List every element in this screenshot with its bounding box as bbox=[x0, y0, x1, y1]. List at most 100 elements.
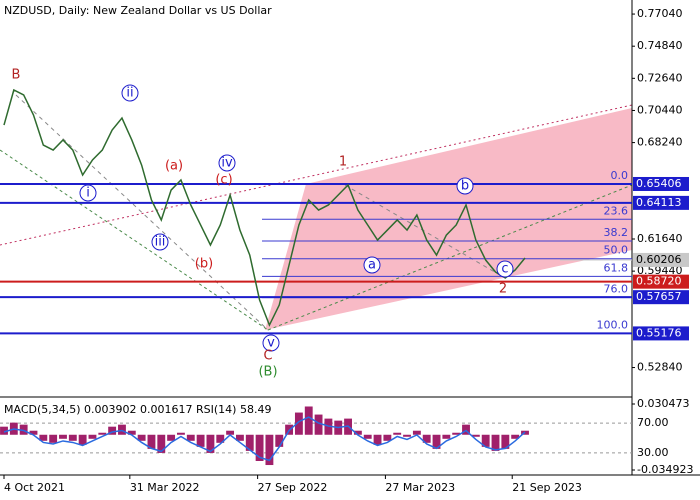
macd-tick-label: 0.030473 bbox=[637, 397, 690, 410]
y-tick-label: 0.70440 bbox=[637, 103, 683, 116]
macd-bar bbox=[216, 434, 225, 443]
wave-label: c bbox=[501, 262, 508, 277]
wave-circle bbox=[151, 233, 169, 251]
macd-bar bbox=[78, 434, 87, 445]
fib-label: 23.6 bbox=[604, 204, 629, 217]
macd-bar bbox=[167, 434, 176, 441]
wave-label: C bbox=[263, 349, 272, 364]
macd-bar bbox=[393, 432, 402, 435]
macd-bar bbox=[29, 430, 38, 435]
wave-circle bbox=[262, 334, 280, 352]
macd-bar bbox=[373, 434, 382, 445]
trend-line bbox=[344, 184, 506, 279]
wave-label: B bbox=[12, 68, 21, 83]
y-tick-label: 0.77040 bbox=[637, 7, 683, 20]
macd-bar bbox=[245, 434, 254, 451]
rsi-tick-label: 30.00 bbox=[637, 446, 669, 459]
wave-circle bbox=[456, 177, 474, 195]
macd-bar bbox=[49, 434, 58, 443]
wave-label: i bbox=[86, 186, 90, 201]
y-tick-label: 0.59440 bbox=[637, 264, 683, 277]
level-label: 0.64113 bbox=[636, 196, 682, 209]
macd-bar bbox=[314, 414, 323, 435]
macd-bar bbox=[186, 434, 195, 441]
level-box bbox=[633, 274, 689, 289]
rsi-tick-label: 70.00 bbox=[637, 416, 669, 429]
macd-bar bbox=[304, 406, 313, 435]
level-box bbox=[633, 176, 689, 191]
chart-title: NZDUSD, Daily: New Zealand Dollar vs US … bbox=[4, 4, 272, 17]
indicator-header: MACD(5,34,5) 0.003902 0.001617 RSI(14) 5… bbox=[4, 403, 271, 416]
macd-bar bbox=[442, 434, 451, 439]
fib-label: 61.8 bbox=[604, 261, 629, 274]
wave-label: ii bbox=[126, 86, 133, 101]
macd-bar bbox=[403, 434, 411, 437]
wave-label: (b) bbox=[195, 257, 213, 272]
macd-bar bbox=[39, 434, 48, 441]
wave-label: b bbox=[461, 179, 469, 194]
macd-bar bbox=[206, 434, 215, 453]
fib-label: 76.0 bbox=[604, 283, 629, 296]
macd-bar bbox=[511, 434, 520, 439]
macd-bar bbox=[501, 434, 510, 449]
macd-bar bbox=[108, 426, 117, 435]
trend-line bbox=[15, 94, 269, 331]
wave-circle bbox=[218, 154, 236, 172]
macd-bar bbox=[68, 434, 77, 441]
x-tick-label: 21 Sep 2023 bbox=[512, 481, 582, 494]
macd-bar bbox=[157, 434, 166, 453]
macd-bar bbox=[294, 412, 303, 435]
price-line bbox=[3, 88, 526, 327]
y-tick-label: 0.52840 bbox=[637, 361, 683, 374]
wave-label: (B) bbox=[258, 365, 277, 380]
macd-bar bbox=[491, 434, 500, 451]
x-tick-label: 31 Mar 2022 bbox=[130, 481, 200, 494]
macd-bar bbox=[137, 434, 146, 441]
level-label: 0.57657 bbox=[636, 290, 682, 303]
macd-bar bbox=[118, 424, 126, 435]
x-tick-label: 4 Oct 2021 bbox=[4, 481, 65, 494]
level-box bbox=[633, 326, 689, 341]
y-tick-label: 0.61640 bbox=[637, 232, 683, 245]
wave-label: 2 bbox=[499, 282, 507, 297]
rsi-line bbox=[3, 416, 526, 462]
macd-bar bbox=[422, 434, 431, 443]
macd-bar bbox=[177, 432, 185, 435]
macd-bar bbox=[235, 434, 244, 441]
macd-bar bbox=[59, 434, 67, 439]
macd-bar bbox=[196, 434, 205, 447]
wave-label: v bbox=[267, 336, 275, 351]
macd-tick-label: -0.034923 bbox=[637, 463, 693, 476]
wave-label: iv bbox=[221, 156, 233, 171]
level-box bbox=[633, 195, 689, 210]
fib-label: 0.0 bbox=[611, 169, 629, 182]
macd-bar bbox=[383, 434, 392, 441]
x-tick-label: 27 Sep 2022 bbox=[258, 481, 328, 494]
y-tick-label: 0.72640 bbox=[637, 71, 683, 84]
macd-bar bbox=[98, 432, 107, 435]
wave-label: iii bbox=[155, 235, 166, 250]
macd-bar bbox=[452, 432, 461, 435]
macd-bar bbox=[481, 434, 490, 447]
macd-bar bbox=[226, 430, 235, 435]
wave-circle bbox=[121, 84, 139, 102]
fib-label: 100.0 bbox=[597, 318, 629, 331]
macd-bar bbox=[353, 430, 362, 435]
wave-circle bbox=[79, 184, 97, 202]
macd-bar bbox=[471, 434, 480, 437]
macd-bar bbox=[127, 430, 136, 435]
level-label: 0.55176 bbox=[636, 326, 682, 339]
x-tick-label: 27 Mar 2023 bbox=[385, 481, 455, 494]
macd-bar bbox=[363, 434, 372, 439]
wave-label: 1 bbox=[339, 155, 347, 170]
macd-bar bbox=[255, 434, 264, 461]
level-box bbox=[633, 290, 689, 305]
fib-label: 38.2 bbox=[604, 226, 629, 239]
fib-label: 50.0 bbox=[604, 244, 629, 257]
macd-bar bbox=[432, 434, 441, 449]
level-label: 0.60206 bbox=[636, 253, 682, 266]
level-box bbox=[633, 252, 689, 267]
macd-bar bbox=[0, 426, 8, 435]
macd-bar bbox=[275, 434, 284, 447]
